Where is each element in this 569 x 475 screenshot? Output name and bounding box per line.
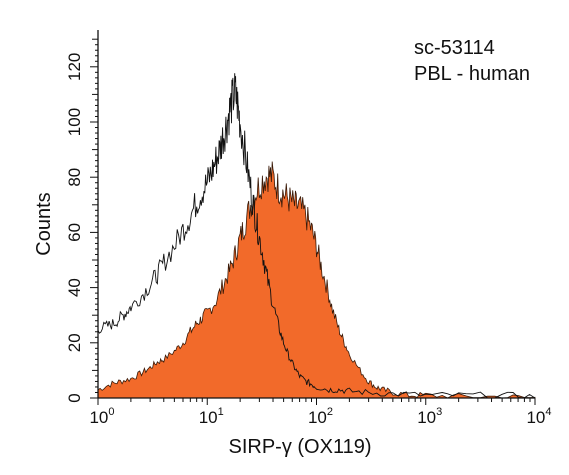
x-tick-label: 102	[308, 406, 333, 427]
x-tick-label: 104	[526, 406, 551, 427]
y-tick-label: 100	[65, 108, 84, 136]
annotation-sample: PBL - human	[414, 63, 530, 85]
y-tick-label: 20	[65, 333, 84, 352]
annotation-product-code: sc-53114	[414, 37, 495, 59]
y-tick-label: 40	[65, 278, 84, 297]
y-ticks: 0 20 40 60 80 100 120	[65, 38, 98, 403]
y-tick-label: 80	[65, 168, 84, 187]
x-tick-label: 103	[417, 406, 442, 427]
plot-area	[97, 73, 536, 399]
outline-histogram-series	[97, 73, 536, 399]
x-ticks: 100 101 102 103 104	[89, 398, 552, 427]
x-axis-label: SIRP-γ (OX119)	[229, 436, 372, 458]
y-tick-label: 120	[65, 53, 84, 81]
y-tick-label: 0	[65, 393, 84, 402]
y-tick-label: 60	[65, 223, 84, 242]
x-tick-label: 100	[89, 406, 114, 427]
filled-histogram-series	[97, 161, 536, 399]
y-axis-label: Counts	[33, 192, 55, 255]
x-tick-label: 101	[199, 406, 224, 427]
